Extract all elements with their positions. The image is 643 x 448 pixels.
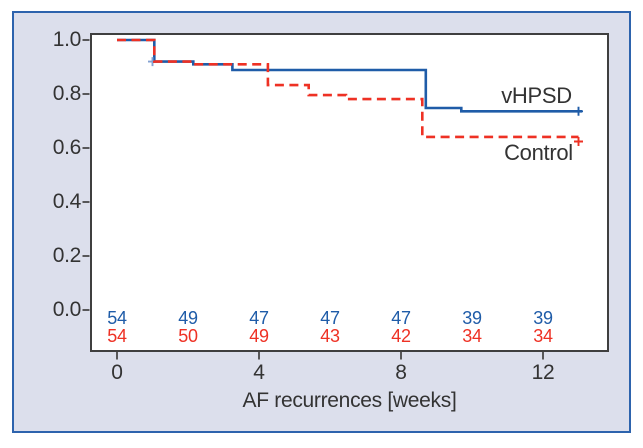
at-risk-count-control: 34 bbox=[462, 326, 482, 346]
at-risk-count-vhpsd: 47 bbox=[391, 308, 411, 328]
at-risk-count-vhpsd: 39 bbox=[533, 308, 553, 328]
x-axis-tick-label: 4 bbox=[253, 361, 265, 384]
plot-area bbox=[90, 33, 609, 352]
at-risk-count-vhpsd: 39 bbox=[462, 308, 482, 328]
x-axis-title: AF recurrences [weeks] bbox=[242, 389, 457, 412]
x-axis-tick-label: 12 bbox=[531, 361, 555, 384]
at-risk-count-control: 34 bbox=[533, 326, 553, 346]
at-risk-count-vhpsd: 54 bbox=[107, 308, 127, 328]
at-risk-count-vhpsd: 47 bbox=[320, 308, 340, 328]
y-axis-tick-label: 0.6 bbox=[52, 136, 82, 159]
at-risk-count-control: 49 bbox=[249, 326, 269, 346]
at-risk-count-vhpsd: 47 bbox=[249, 308, 269, 328]
at-risk-count-control: 50 bbox=[178, 326, 198, 346]
at-risk-count-control: 42 bbox=[391, 326, 411, 346]
at-risk-count-control: 43 bbox=[320, 326, 340, 346]
y-axis-tick-label: 0.8 bbox=[52, 82, 82, 105]
y-axis-tick-label: 0.4 bbox=[52, 190, 82, 213]
y-axis-tick-label: 0.0 bbox=[52, 298, 82, 321]
y-axis-tick-label: 0.2 bbox=[52, 244, 82, 267]
series-label-vhpsd: vHPSD bbox=[501, 83, 572, 108]
y-axis-tick-label: 1.0 bbox=[52, 28, 82, 51]
x-axis-tick-label: 8 bbox=[395, 361, 407, 384]
at-risk-count-control: 54 bbox=[107, 326, 127, 346]
series-label-control: Control bbox=[504, 140, 573, 165]
x-axis-tick-label: 0 bbox=[111, 361, 123, 384]
at-risk-count-vhpsd: 49 bbox=[178, 308, 198, 328]
